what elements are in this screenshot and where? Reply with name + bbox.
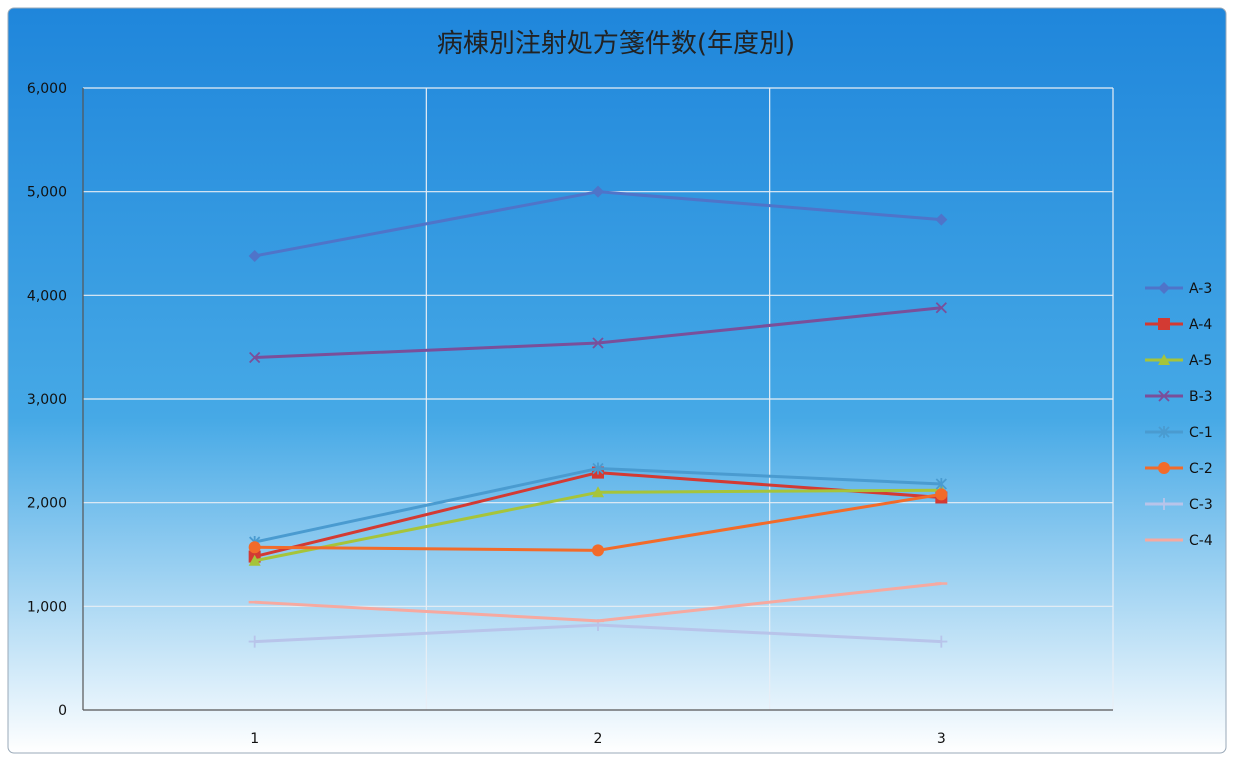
legend-marker bbox=[1158, 462, 1170, 474]
legend-label: B-3 bbox=[1189, 389, 1213, 405]
data-point bbox=[592, 185, 604, 198]
legend-label: C-1 bbox=[1189, 425, 1213, 441]
series-c-4 bbox=[248, 582, 948, 623]
legend-item: C-2 bbox=[1145, 461, 1213, 477]
legend-label: C-4 bbox=[1189, 533, 1213, 549]
data-point bbox=[248, 635, 261, 648]
data-point bbox=[248, 249, 261, 262]
legend-label: C-2 bbox=[1189, 461, 1213, 477]
data-point bbox=[935, 213, 948, 226]
data-point bbox=[592, 337, 604, 349]
y-tick-label: 2,000 bbox=[27, 496, 67, 512]
legend-marker bbox=[1158, 426, 1170, 438]
data-point bbox=[935, 635, 948, 648]
y-tick-label: 3,000 bbox=[27, 392, 67, 408]
chart-title: 病棟別注射処方箋件数(年度別) bbox=[437, 29, 795, 59]
legend-label: A-4 bbox=[1189, 317, 1212, 333]
legend-item: C-1 bbox=[1145, 425, 1213, 441]
legend-marker bbox=[1158, 354, 1170, 365]
y-tick-label: 5,000 bbox=[27, 185, 67, 201]
legend: A-3 A-4 A-5 B-3 C-1 C-2 C-3 C-4 bbox=[1145, 281, 1213, 549]
legend-item: A-3 bbox=[1145, 281, 1212, 297]
data-point bbox=[592, 544, 604, 557]
legend-marker bbox=[1158, 318, 1170, 330]
legend-item: A-5 bbox=[1145, 353, 1212, 369]
legend-marker bbox=[1158, 390, 1170, 402]
series-layer bbox=[248, 185, 948, 648]
legend-item: B-3 bbox=[1145, 389, 1213, 405]
data-point bbox=[248, 554, 261, 566]
y-tick-label: 0 bbox=[58, 703, 67, 719]
y-tick-label: 1,000 bbox=[27, 599, 67, 615]
series-a-3 bbox=[248, 185, 948, 262]
legend-item: A-4 bbox=[1145, 317, 1212, 333]
legend-label: A-5 bbox=[1189, 353, 1212, 369]
legend-marker bbox=[1158, 282, 1170, 294]
data-point bbox=[935, 488, 948, 501]
legend-marker bbox=[1158, 498, 1170, 510]
legend-label: A-3 bbox=[1189, 281, 1212, 297]
data-point bbox=[592, 486, 604, 498]
data-point bbox=[249, 351, 261, 364]
axis-layer: 0 1,000 2,000 3,000 4,000 5,000 6,000 1 2 3 bbox=[27, 81, 1113, 747]
legend-item: C-3 bbox=[1145, 497, 1213, 513]
x-tick-label: 3 bbox=[937, 731, 946, 747]
chart-background bbox=[7, 7, 1227, 754]
data-point bbox=[935, 478, 947, 491]
y-tick-label: 4,000 bbox=[27, 288, 67, 304]
legend-item: C-4 bbox=[1145, 533, 1213, 549]
series-c-2 bbox=[248, 488, 948, 557]
data-point bbox=[248, 541, 261, 554]
y-tick-label: 6,000 bbox=[27, 81, 67, 97]
x-tick-label: 1 bbox=[250, 731, 259, 747]
series-b-3 bbox=[249, 302, 947, 364]
data-point bbox=[592, 462, 604, 475]
legend-label: C-3 bbox=[1189, 497, 1213, 513]
data-point bbox=[935, 302, 947, 314]
x-tick-label: 2 bbox=[594, 731, 603, 747]
